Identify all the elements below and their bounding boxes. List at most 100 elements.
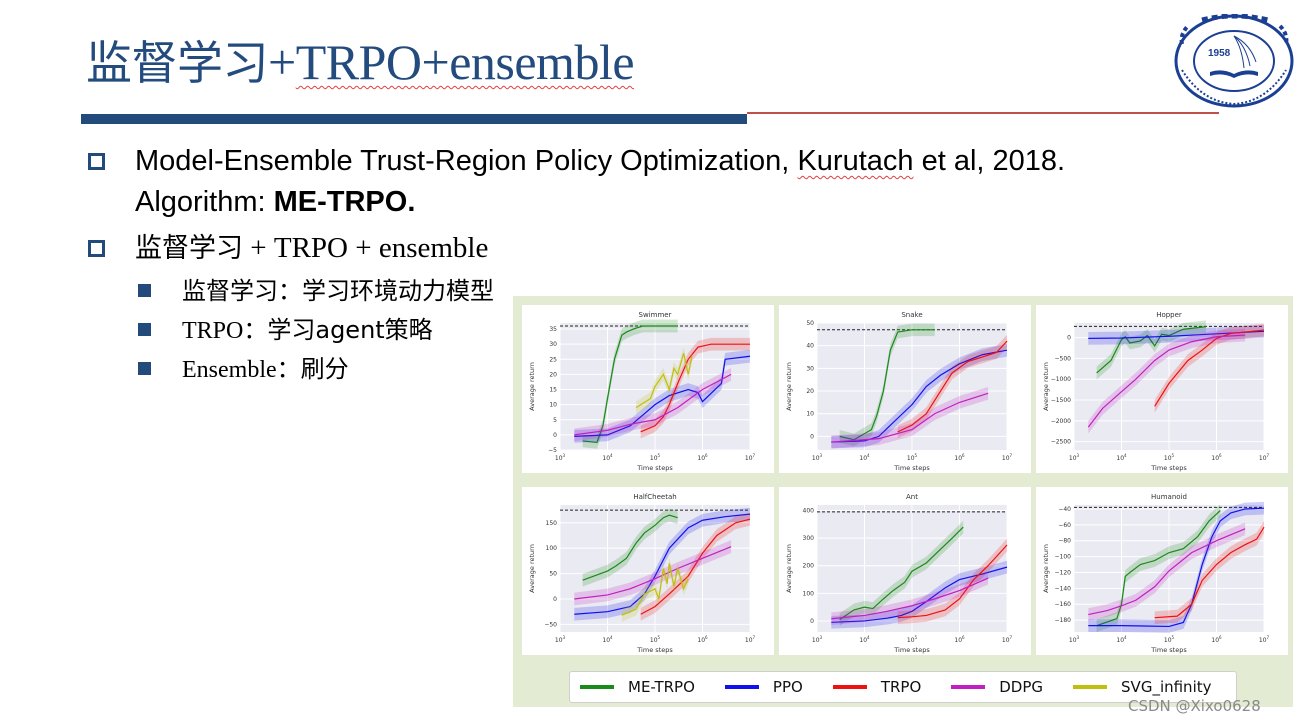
bullet-2-cjk: 监督学习 [135,233,243,264]
svg-text:106: 106 [954,453,965,462]
svg-text:−120: −120 [1055,569,1072,576]
sub-bullet-1-lead: 监督学习： [182,277,302,305]
results-figure: 103 104 105 106 107 −5 0 5 10 15 20 25 30 35 Swimmer Ti… [513,296,1293,707]
title-accent-line [747,112,1219,114]
svg-text:400: 400 [803,508,815,515]
svg-text:107: 107 [1002,635,1013,644]
chart-hopper: 103 104 105 106 107 −2500 −2000 −1500 −1000 −500 0… [1036,305,1288,473]
svg-text:Time steps: Time steps [1150,464,1187,472]
sub-bullet-3-lead: Ensemble [182,357,277,383]
svg-text:40: 40 [806,343,814,350]
sub-bullet-marker-2 [138,323,151,336]
svg-text:0: 0 [553,596,557,603]
svg-text:0: 0 [810,618,814,625]
legend-label-svg-infinity: SVG_infinity [1121,678,1212,696]
svg-text:150: 150 [546,520,558,527]
chart-ant: 103 104 105 106 107 0 100 200 300 400 Ant Time step… [779,487,1031,655]
svg-text:104: 104 [859,635,870,644]
legend-item-ppo: PPO [724,678,803,696]
slide-title: 监督学习+TRPO+ensemble [86,30,635,95]
svg-text:15: 15 [549,387,557,394]
sub-bullet-1: 监督学习：学习环境动力模型 [182,276,494,307]
svg-text:35: 35 [549,326,557,333]
svg-text:−100: −100 [1055,554,1072,561]
bullet-1-line-1: Model-Ensemble Trust-Region Policy Optim… [135,143,1065,179]
svg-text:10: 10 [549,402,557,409]
svg-text:107: 107 [1259,635,1270,644]
svg-text:100: 100 [803,590,815,597]
svg-text:Average return: Average return [785,544,793,593]
legend-item-ddpg: DDPG [951,678,1043,696]
legend-label-trpo: TRPO [880,678,922,696]
svg-text:−5: −5 [548,447,557,454]
legend-swatch-svg-infinity [1073,685,1108,689]
chart-halfcheetah-plot: 103 104 105 106 107 −50 0 50 100 150 HalfCheetah Ti… [528,493,756,654]
svg-text:106: 106 [697,635,708,644]
sub-bullet-3-text: 刷分 [300,355,349,383]
ustc-emblem-icon: 1958 [1174,13,1294,108]
svg-text:−160: −160 [1055,601,1072,608]
legend-label-ddpg: DDPG [999,678,1044,696]
svg-text:103: 103 [1069,635,1080,644]
chart-halfcheetah: 103 104 105 106 107 −50 0 50 100 150 HalfCheetah Ti… [522,487,774,655]
svg-text:107: 107 [745,635,756,644]
title-cjk: 监督学习 [86,36,269,90]
svg-text:−140: −140 [1055,585,1072,592]
svg-text:Average return: Average return [785,362,793,411]
svg-text:105: 105 [907,453,918,462]
svg-text:103: 103 [555,635,566,644]
svg-text:Ant: Ant [906,493,918,501]
legend-swatch-ddpg [951,685,986,689]
sub-bullet-marker-1 [138,284,151,297]
svg-text:0: 0 [553,432,557,439]
svg-text:30: 30 [549,341,557,348]
svg-text:Average return: Average return [1042,544,1050,593]
svg-text:100: 100 [546,545,558,552]
svg-text:HalfCheetah: HalfCheetah [633,493,676,501]
svg-text:−180: −180 [1055,617,1072,624]
svg-text:107: 107 [1259,453,1270,462]
svg-text:Time steps: Time steps [893,464,930,472]
title-accent-bar [81,114,747,124]
svg-text:106: 106 [1211,635,1222,644]
svg-text:−80: −80 [1058,538,1071,545]
chart-snake: 103 104 105 106 107 0 10 20 30 40 50 Snake Time step… [779,305,1031,473]
author-name: Kurutach [797,145,914,177]
legend-label-ppo: PPO [772,678,803,696]
svg-text:104: 104 [859,453,870,462]
chart-swimmer-plot: 103 104 105 106 107 −5 0 5 10 15 20 25 30 35 Swimmer Ti… [528,311,756,472]
bullet-1-text-a: Model-Ensemble Trust-Region Policy Optim… [135,145,798,177]
svg-text:106: 106 [1211,453,1222,462]
svg-text:103: 103 [1069,453,1080,462]
svg-text:104: 104 [1116,453,1127,462]
svg-text:103: 103 [812,453,823,462]
svg-text:Time steps: Time steps [636,464,673,472]
svg-text:Average return: Average return [1042,362,1050,411]
chart-legend: ME-TRPO PPO TRPO DDPG SVG_infinity [569,671,1237,703]
svg-text:25: 25 [549,356,557,363]
svg-text:−60: −60 [1058,522,1071,529]
svg-text:50: 50 [806,320,814,327]
svg-text:Snake: Snake [901,311,922,319]
bullet-2-rest: + TRPO + ensemble [243,232,489,264]
svg-text:20: 20 [806,388,814,395]
svg-text:Time steps: Time steps [636,646,673,654]
svg-text:5: 5 [553,417,557,424]
svg-text:106: 106 [954,635,965,644]
chart-ant-plot: 103 104 105 106 107 0 100 200 300 400 Ant Time step… [785,493,1013,654]
svg-text:0: 0 [810,433,814,440]
svg-text:20: 20 [549,371,557,378]
watermark: CSDN @Xixo0628 [1128,697,1261,715]
svg-text:−40: −40 [1058,506,1071,513]
svg-text:104: 104 [602,635,613,644]
chart-humanoid-plot: 103 104 105 106 107 −180 −160 −140 −120 −100 −80 −6… [1042,493,1270,654]
svg-text:Time steps: Time steps [893,646,930,654]
legend-swatch-trpo [832,685,867,689]
bullet-marker-1 [88,153,105,170]
sub-bullet-2-colon: ： [243,316,268,344]
svg-text:300: 300 [803,535,815,542]
title-trpo-ensemble: TRPO+ensemble [295,34,635,90]
bullet-1-text-b: et al, 2018. [913,145,1066,177]
svg-text:Average return: Average return [528,544,536,593]
sub-bullet-2: TRPO：学习agent策略 [182,315,433,346]
